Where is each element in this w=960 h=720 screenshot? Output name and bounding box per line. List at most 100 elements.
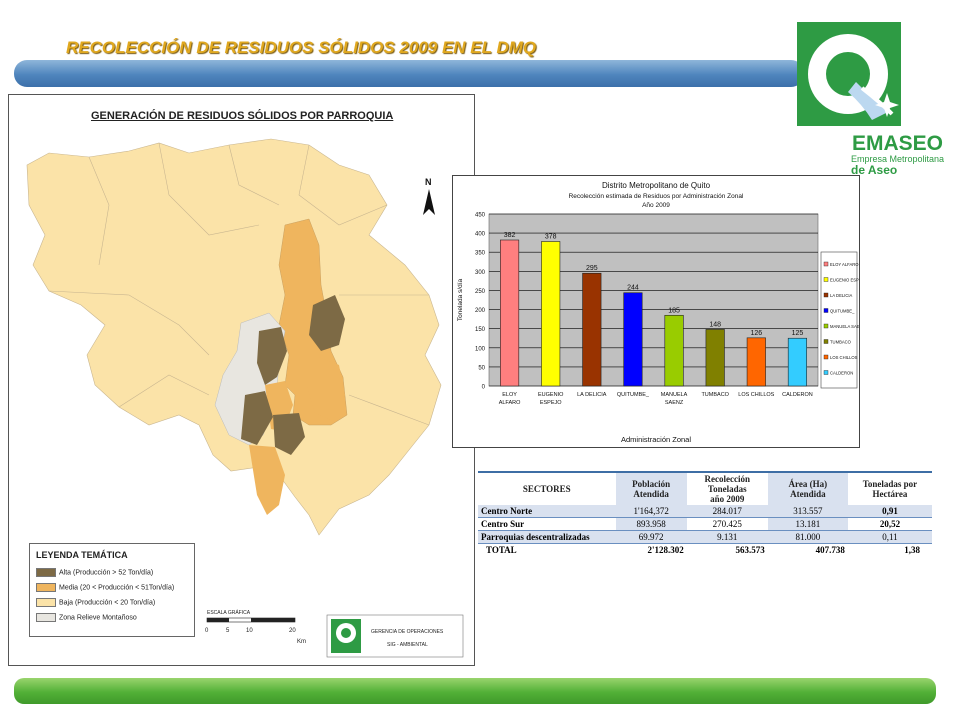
legend-swatch [36,598,56,607]
chart-subtitle: Recolección estimada de Residuos por Adm… [569,193,744,200]
data-label: 148 [709,321,721,328]
legend-swatch [36,583,56,592]
legend-swatch [823,370,829,375]
sector-cell: Centro Norte [478,505,616,518]
x-tick-label: ESPEJO [540,400,562,406]
header-line: Área (Ha) [788,479,828,489]
legend-label: EUGENIO ESPEJO [830,278,859,283]
total-poblacion: 2'128.302 [647,545,684,555]
legend-swatch [823,354,829,360]
footer-bar [14,678,936,704]
logo-line1: Empresa Metropolitana [851,154,944,164]
x-tick-label: ALFARO [499,400,521,406]
ton-ha-cell: 0,11 [847,530,932,544]
header-line: Recolección [704,474,750,484]
y-tick-label: 50 [478,365,485,371]
data-label: 378 [545,234,557,241]
north-label: N [425,177,432,187]
legend-label: Baja (Producción < 20 Ton/día) [59,599,156,607]
scale-tick: 0 [205,628,209,634]
sector-cell: Centro Sur [478,517,616,531]
x-tick-label: SAENZ [665,400,684,406]
y-tick-label: 300 [475,270,486,276]
header-line: SECTORES [522,484,571,494]
legend-swatch [823,339,829,344]
legend-swatch [823,261,829,267]
legend-item: Baja (Producción < 20 Ton/día) [36,598,155,607]
header-line: Población [632,479,671,489]
legend-label: Alta (Producción > 52 Ton/día) [59,569,154,577]
legend-label: MANUELA SAENZ [830,324,859,329]
ton-ha-cell: 20,52 [847,517,932,531]
y-axis-label: Tonelada s/día [457,278,464,321]
table-row: Centro Norte 1'164,372 284.017 313.557 0… [478,505,932,518]
legend-swatch [823,292,829,298]
y-tick-label: 150 [475,327,486,333]
legend-swatch [823,308,829,313]
legend-item: Zona Relieve Montañoso [36,613,137,622]
data-label: 126 [750,330,762,337]
sectors-table: SECTORES Población Atendida Recolección To… [478,471,932,556]
scale-tick: 5 [226,628,230,634]
legend-label: Media (20 < Producción < 51Ton/día) [59,584,175,592]
plot-area [488,213,819,387]
legend-label: ELOY ALFARO [830,262,859,267]
data-label: 382 [504,232,516,239]
bar-chart: Distrito Metropolitano de Quito Recolecc… [452,175,868,448]
header-line: Atendida [633,489,669,499]
legend-label: TUMBACO [830,340,852,345]
logo-line2: de Aseo [851,163,897,177]
table-header: Población Atendida [615,472,687,505]
table-header: Recolección Toneladas año 2009 [687,472,768,505]
y-tick-label: 450 [475,213,486,219]
chart-subtitle2: Año 2009 [642,202,670,209]
legend-label: CALDERON [830,371,853,376]
legend-box [820,251,858,389]
chart-title: Distrito Metropolitano de Quito [602,181,711,190]
slide-title: RECOLECCIÓN DE RESIDUOS SÓLIDOS 2009 EN … [66,38,537,57]
legend-label: LOS CHILLOS [830,355,858,360]
header-line: Atendida [790,489,826,499]
y-tick-label: 0 [482,385,486,391]
x-tick-label: ELOY [502,392,517,398]
x-tick-label: LOS CHILLOS [738,392,774,398]
bar [582,272,602,387]
header-line: Hectárea [872,489,908,499]
legend-item: Alta (Producción > 52 Ton/día) [36,568,153,577]
header-bar [14,60,804,87]
x-tick-label: TUMBACO [701,392,729,398]
x-tick-label: CALDERON [782,392,813,398]
poblacion-cell: 69.972 [615,530,687,544]
total-recoleccion: 563.573 [735,545,765,555]
total-ton-ha: 1,38 [904,545,920,555]
table-header: Toneladas por Hectárea [848,472,932,505]
x-tick-label: MANUELA [661,392,688,398]
scale-tick: 10 [246,628,253,634]
table-header: SECTORES [478,472,616,505]
bar [705,329,725,387]
chart-canvas: Distrito Metropolitano de Quito Recolecc… [457,181,868,444]
area-cell: 13.181 [767,517,848,531]
x-tick-label: QUITUMBE_ [617,392,650,398]
legend-item: Media (20 < Producción < 51Ton/día) [36,583,174,592]
legend-swatch [823,277,829,282]
legend-swatch [36,568,56,577]
header-line: año 2009 [710,494,745,504]
table-row: Centro Sur 893.958 270.425 13.181 20,52 [478,517,932,531]
legend-title: LEYENDA TEMÁTICA [36,550,128,560]
sparkle-icon [875,93,899,117]
y-tick-label: 400 [475,232,486,238]
area-cell: 313.557 [767,505,848,518]
poblacion-cell: 893.958 [615,517,687,531]
ton-ha-cell: 0,91 [847,505,932,518]
poblacion-cell: 1'164,372 [615,505,687,518]
bar [787,337,807,387]
table-header: Área (Ha) Atendida [767,472,848,505]
sector-cell: Parroquias descentralizadas [478,530,616,544]
bar [623,292,643,387]
y-tick-label: 200 [475,308,486,314]
logo-name: EMASEO [852,132,943,155]
x-axis-label: Administración Zonal [621,435,691,444]
scale-title: ESCALA GRÁFICA [207,609,251,616]
bar [541,241,561,387]
